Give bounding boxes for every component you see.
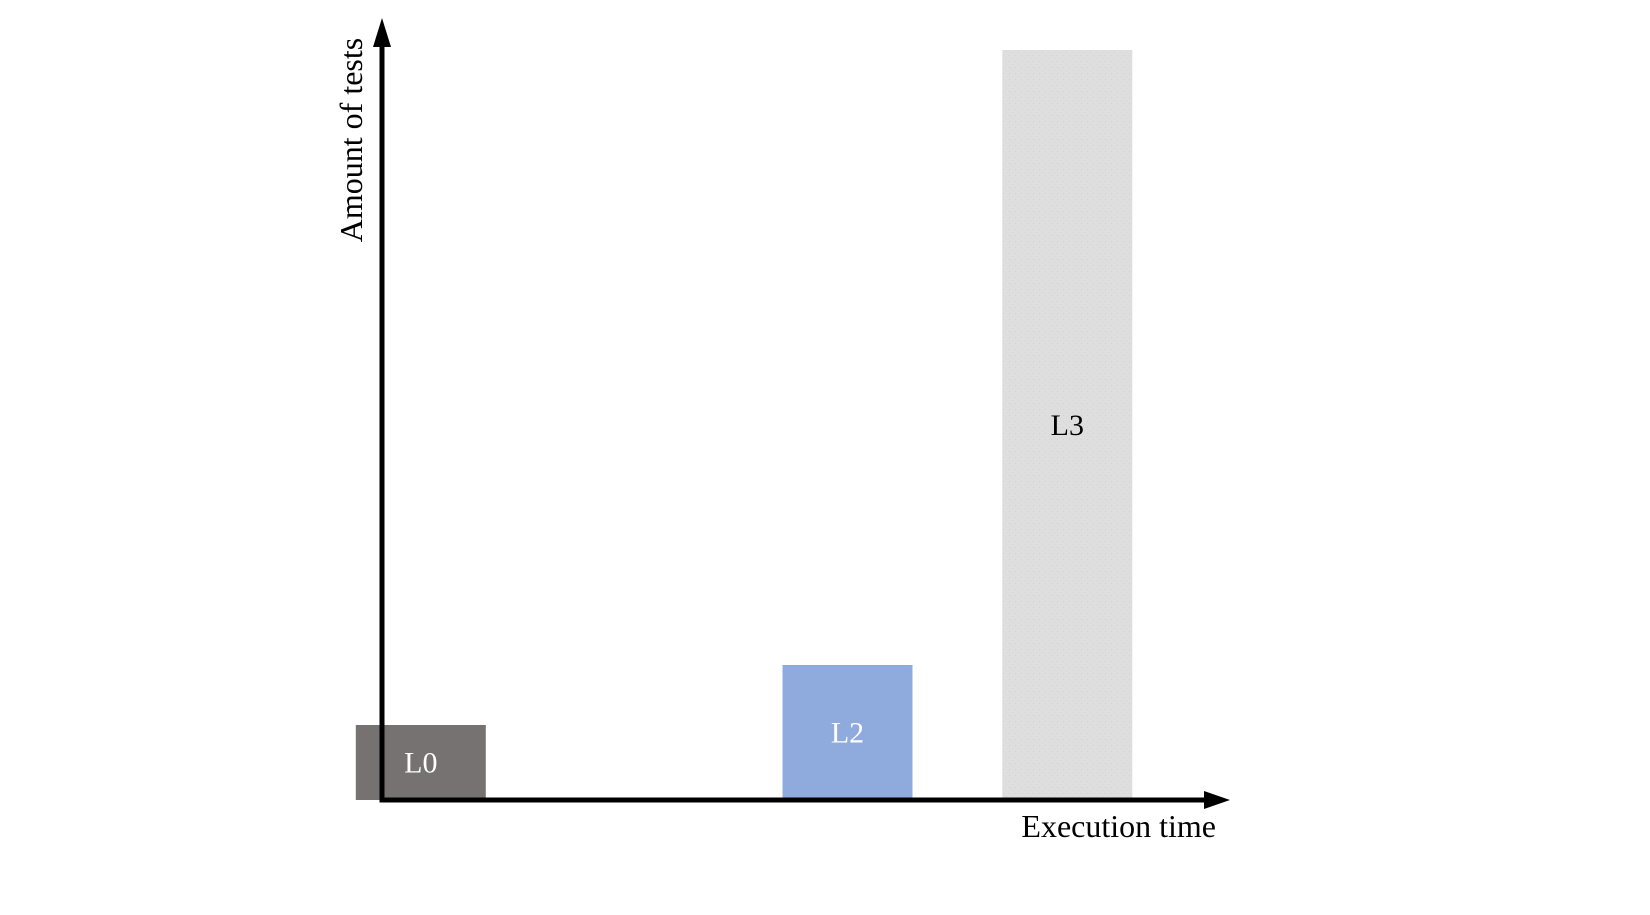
bars-group: L0 L2 L3 [355, 50, 1133, 800]
x-axis-arrowhead [1204, 791, 1230, 809]
y-axis-arrowhead [373, 18, 391, 47]
bar-l0 [355, 725, 486, 800]
x-axis-label: Execution time [1021, 808, 1216, 844]
axes-group [373, 18, 1230, 809]
bar-label-l2: L2 [831, 717, 864, 750]
bar-l3 [1002, 50, 1133, 800]
bar-l2 [782, 665, 913, 800]
bar-label-l3: L3 [1051, 409, 1084, 442]
y-axis-label: Amount of tests [333, 38, 369, 242]
bar-label-l0: L0 [404, 747, 437, 780]
